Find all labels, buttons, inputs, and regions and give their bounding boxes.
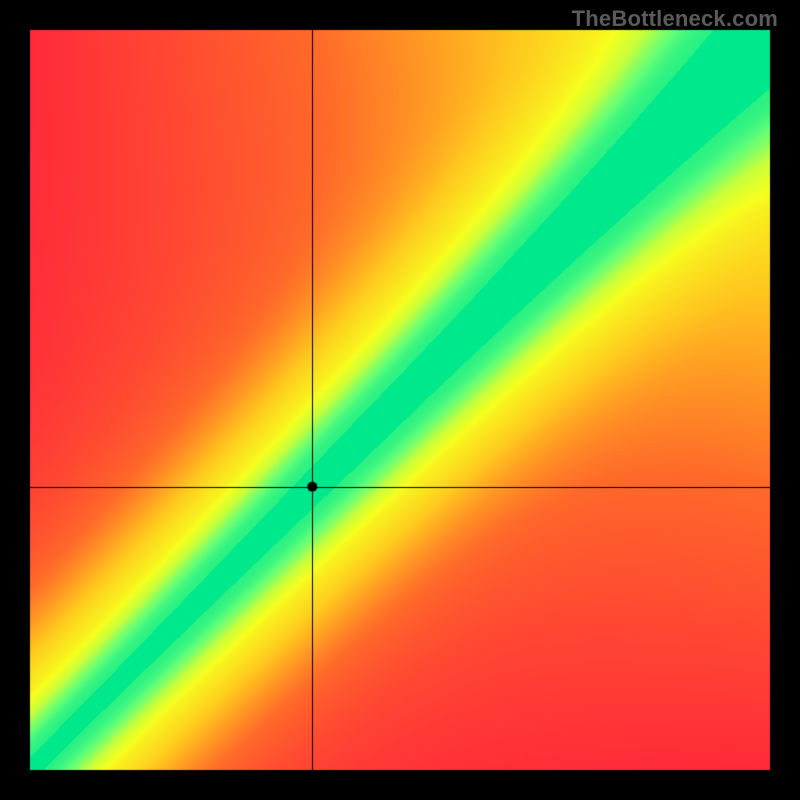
watermark-label: TheBottleneck.com [572, 6, 778, 32]
chart-container: TheBottleneck.com [0, 0, 800, 800]
heatmap-canvas [0, 0, 800, 800]
